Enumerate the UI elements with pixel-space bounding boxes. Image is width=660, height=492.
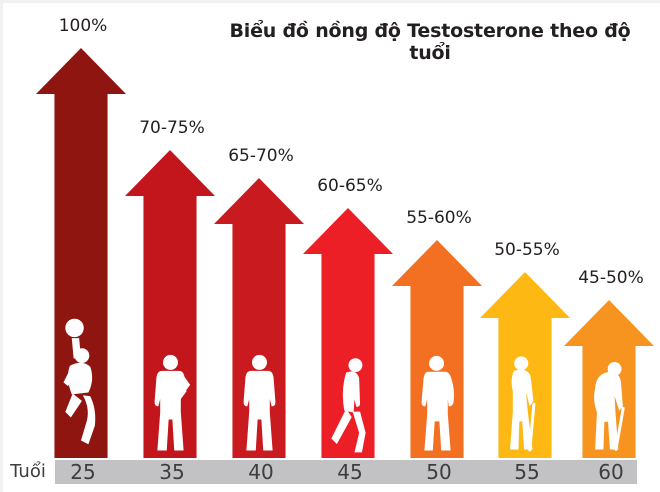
frame-left-edge: [0, 0, 3, 492]
age-tick-50: 50: [426, 460, 452, 484]
percentage-label-age-55: 50-55%: [494, 240, 560, 260]
percentage-label-age-40: 65-70%: [228, 146, 294, 166]
percentage-label-age-35: 70-75%: [139, 118, 205, 138]
age-tick-55: 55: [514, 460, 540, 484]
elderly-man-with-cane-icon: [501, 354, 549, 457]
age-axis-label: Tuổi: [10, 461, 46, 482]
frame-top-edge: [0, 0, 660, 3]
percentage-label-age-25: 100%: [58, 16, 108, 36]
age-tick-25: 25: [70, 460, 96, 484]
percentage-label-age-60: 45-50%: [578, 268, 644, 288]
hunched-man-with-cane-icon: [584, 355, 634, 457]
elderly-standing-man-icon: [414, 354, 461, 457]
age-tick-45: 45: [337, 460, 363, 484]
chart-title: Biểu đồ nồng độ Testosterone theo độ tuổ…: [229, 20, 631, 64]
age-axis-bar: [55, 460, 637, 484]
age-tick-40: 40: [248, 460, 274, 484]
percentage-label-age-45: 60-65%: [317, 176, 383, 196]
age-tick-60: 60: [598, 460, 624, 484]
standing-man-icon: [236, 354, 283, 457]
age-tick-35: 35: [159, 460, 185, 484]
jumping-basketball-man-icon: [57, 317, 105, 457]
standing-man-hand-on-hip-icon: [147, 354, 194, 457]
walking-stooped-man-icon: [322, 355, 374, 457]
percentage-label-age-50: 55-60%: [406, 208, 472, 228]
